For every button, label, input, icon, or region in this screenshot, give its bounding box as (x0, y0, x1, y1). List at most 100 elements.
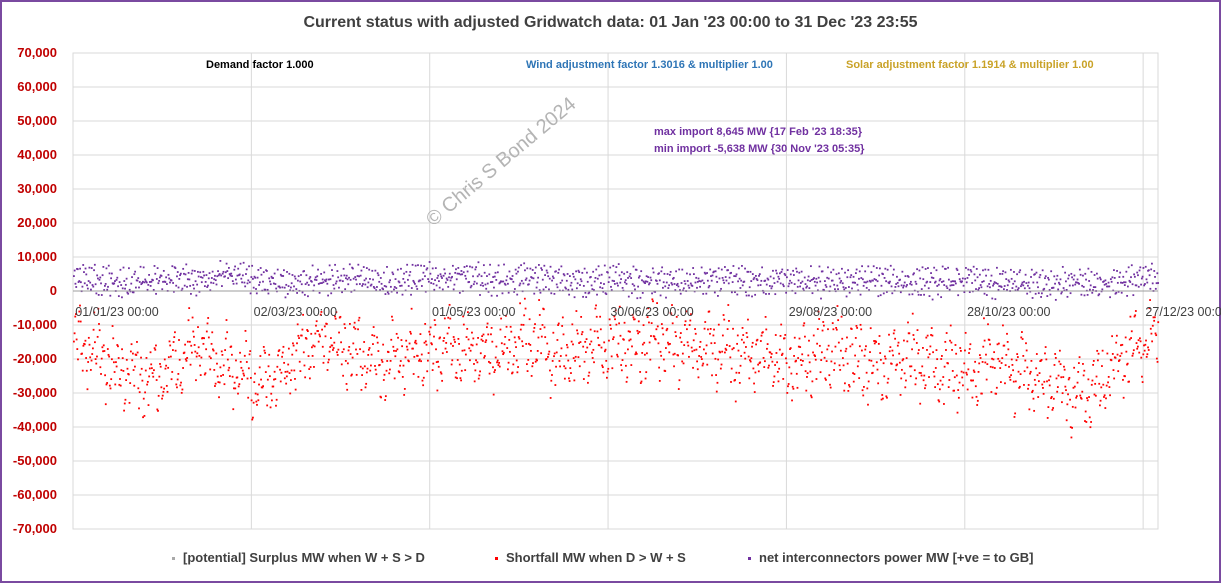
interconnector-point (1140, 283, 1142, 286)
shortfall-point (1006, 341, 1009, 343)
interconnector-point (1000, 286, 1003, 288)
interconnector-point (852, 275, 855, 278)
shortfall-point (819, 371, 822, 374)
shortfall-point (577, 356, 580, 359)
shortfall-point (715, 390, 718, 393)
shortfall-point (540, 352, 543, 355)
interconnector-point (688, 286, 691, 289)
interconnector-point (290, 286, 292, 289)
y-tick-label: 0 (50, 283, 57, 298)
interconnector-point (957, 294, 960, 297)
interconnector-point (958, 278, 961, 281)
interconnector-point (553, 292, 556, 295)
shortfall-point (115, 365, 118, 368)
shortfall-point (836, 305, 839, 307)
shortfall-point (1060, 376, 1063, 379)
shortfall-point (523, 314, 526, 317)
interconnector-point (1155, 282, 1158, 285)
shortfall-point (496, 361, 498, 364)
interconnector-point (290, 282, 293, 285)
shortfall-point (204, 372, 207, 375)
shortfall-point (429, 326, 432, 329)
shortfall-point (208, 355, 211, 358)
interconnector-point (1012, 282, 1015, 285)
interconnector-point (592, 270, 595, 273)
interconnector-point (755, 278, 758, 280)
interconnector-point (625, 282, 628, 285)
interconnector-point (944, 268, 947, 270)
shortfall-point (148, 375, 151, 378)
interconnector-point (815, 277, 818, 280)
interconnector-point (635, 268, 638, 271)
shortfall-point (509, 325, 512, 328)
interconnector-point (394, 278, 397, 281)
interconnector-point (613, 280, 615, 283)
shortfall-point (136, 341, 138, 343)
interconnector-point (994, 298, 997, 301)
interconnector-point (451, 264, 454, 267)
interconnector-point (933, 266, 936, 269)
shortfall-point (642, 324, 645, 327)
interconnector-point (877, 295, 880, 298)
interconnector-point (361, 284, 364, 287)
shortfall-point (1157, 321, 1160, 324)
shortfall-point (521, 340, 524, 343)
shortfall-point (287, 363, 290, 366)
shortfall-point (997, 342, 1000, 345)
shortfall-point (936, 358, 939, 361)
interconnector-point (832, 268, 835, 271)
shortfall-point (475, 343, 478, 346)
shortfall-point (816, 342, 819, 345)
shortfall-point (167, 356, 170, 359)
interconnector-point (745, 294, 748, 297)
shortfall-point (827, 328, 829, 331)
shortfall-point (256, 393, 259, 396)
shortfall-point (681, 352, 684, 355)
interconnector-point (581, 271, 584, 274)
shortfall-point (234, 387, 237, 390)
interconnector-point (1056, 274, 1059, 277)
interconnector-point (526, 267, 529, 270)
shortfall-point (730, 381, 732, 383)
shortfall-point (355, 348, 357, 351)
shortfall-point (669, 311, 672, 314)
shortfall-point (477, 377, 480, 380)
interconnector-point (308, 277, 311, 280)
interconnector-point (568, 293, 571, 296)
shortfall-point (631, 313, 634, 316)
shortfall-point (690, 313, 692, 316)
interconnector-point (285, 283, 288, 286)
shortfall-point (908, 332, 911, 335)
shortfall-point (418, 359, 420, 362)
interconnector-point (495, 279, 498, 281)
shortfall-point (680, 341, 683, 343)
shortfall-point (1042, 392, 1045, 395)
shortfall-point (620, 369, 623, 372)
interconnector-point (296, 279, 299, 282)
interconnector-point (167, 273, 170, 276)
interconnector-point (1092, 289, 1094, 291)
shortfall-point (1094, 394, 1097, 397)
interconnector-point (316, 275, 319, 278)
shortfall-point (598, 344, 601, 347)
shortfall-point (297, 334, 300, 337)
shortfall-point (666, 327, 669, 330)
shortfall-point (557, 322, 560, 325)
interconnector-point (236, 274, 239, 277)
interconnector-point (921, 266, 924, 269)
interconnector-point (458, 272, 460, 275)
shortfall-point (867, 380, 870, 383)
shortfall-point (677, 354, 680, 357)
shortfall-point (903, 372, 906, 375)
shortfall-point (870, 359, 873, 362)
shortfall-point (174, 349, 177, 352)
interconnector-point (327, 294, 329, 297)
shortfall-point (573, 379, 576, 382)
shortfall-point (888, 350, 891, 353)
shortfall-point (624, 364, 627, 367)
interconnector-point (693, 273, 695, 276)
interconnector-point (769, 275, 772, 278)
interconnector-point (525, 277, 528, 280)
shortfall-point (534, 360, 537, 363)
shortfall-point (178, 339, 180, 341)
